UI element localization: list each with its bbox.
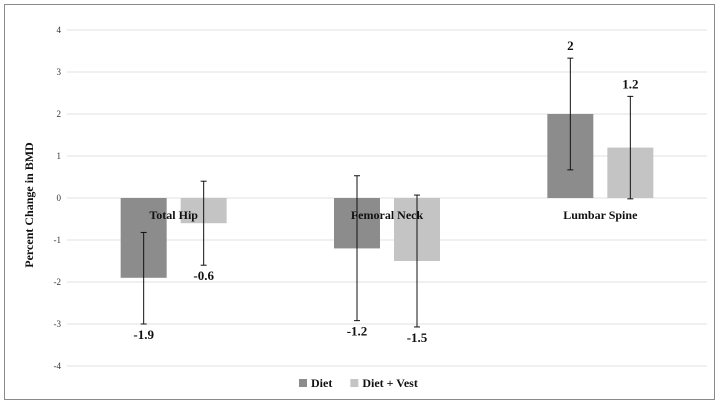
category-label: Total Hip [149,208,198,222]
data-label: -1.9 [133,327,154,342]
legend: Diet Diet + Vest [299,376,418,390]
y-tick-label: -4 [54,361,62,371]
data-label: -0.6 [193,268,214,283]
error-bars [140,57,634,328]
bmd-bar-chart: -1.9 -0.6 -1.2 -1.5 2 1.2 Total Hip Femoral Ne… [22,25,707,390]
y-tick-label: -3 [54,319,62,329]
data-label: -1.2 [347,324,368,339]
data-label: -1.5 [407,330,428,345]
y-tick-label: 2 [57,109,62,119]
y-tick-label: -2 [54,277,62,287]
y-axis-title: Percent Change in BMD [22,142,36,268]
legend-label: Diet [311,376,332,390]
category-label: Femoral Neck [351,208,424,222]
bars [120,114,654,278]
data-label: 1.2 [622,76,638,91]
y-tick-labels: -4 -3 -2 -1 0 1 2 3 4 [54,25,62,371]
y-tick-label: 1 [57,151,62,161]
y-tick-label: 4 [57,25,62,35]
chart-frame: -1.9 -0.6 -1.2 -1.5 2 1.2 Total Hip Femoral Ne… [4,4,715,400]
y-tick-label: 3 [57,67,62,77]
category-label: Lumbar Spine [563,208,638,222]
data-label: 2 [567,38,574,53]
y-tick-label: -1 [54,235,62,245]
y-tick-label: 0 [57,193,62,203]
category-labels: Total Hip Femoral Neck Lumbar Spine [149,208,638,222]
gridlines [67,29,707,367]
data-labels: -1.9 -0.6 -1.2 -1.5 2 1.2 [133,38,638,345]
legend-swatch [350,379,359,387]
legend-swatch [299,379,307,387]
legend-label: Diet + Vest [362,376,418,390]
